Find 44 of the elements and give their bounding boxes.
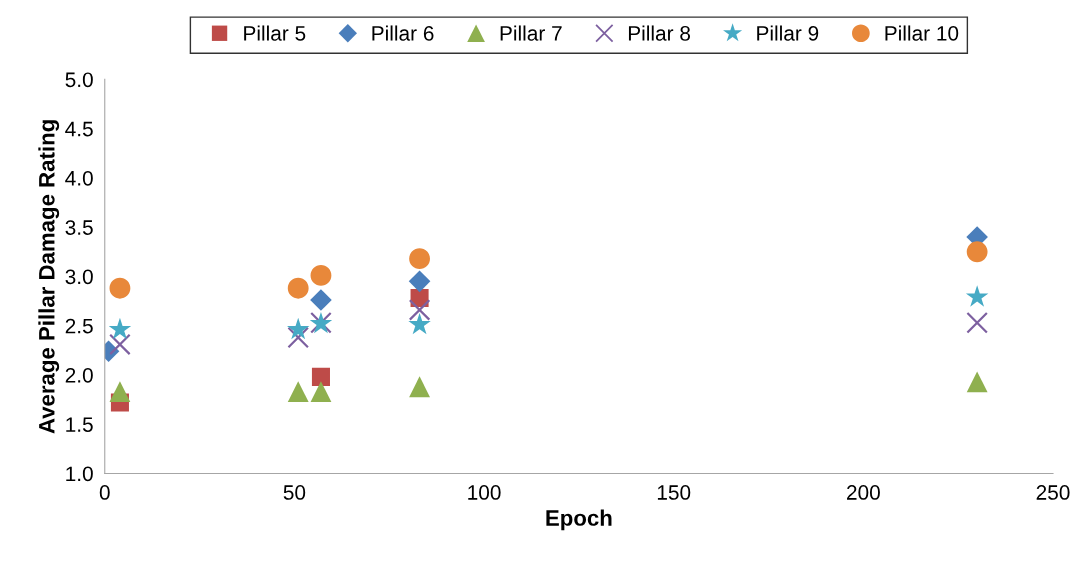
point	[109, 333, 131, 356]
y-tick-label: 4.0	[65, 170, 93, 186]
x-axis-title: Epoch	[546, 509, 612, 531]
point	[409, 376, 430, 398]
point	[966, 241, 988, 263]
point	[310, 265, 332, 286]
legend-label: Pillar 7	[500, 25, 562, 41]
x-tick-label: 150	[657, 485, 691, 500]
y-tick-label: 4.5	[65, 121, 93, 137]
point	[966, 311, 988, 334]
x-tick-label: 200	[847, 485, 880, 500]
x-tick-label: 100	[468, 485, 501, 500]
y-tick-label: 2.0	[65, 367, 93, 383]
point	[287, 381, 309, 403]
legend-label: Pillar 5	[244, 25, 306, 41]
point	[109, 381, 131, 403]
point	[310, 289, 332, 311]
legend-label: Pillar 8	[628, 25, 691, 41]
y-tick-label: 5.0	[65, 72, 93, 88]
y-axis-title: Average Pillar Damage Rating	[38, 120, 60, 434]
legend-label: Pillar 9	[757, 25, 819, 41]
point	[409, 248, 430, 270]
x-tick-label: 50	[283, 485, 306, 500]
point	[966, 371, 988, 393]
point	[311, 367, 330, 386]
y-tick-label: 1.5	[66, 417, 93, 432]
x-tick-label: 250	[1036, 485, 1070, 500]
y-tick-label: 3.5	[65, 220, 93, 235]
point	[310, 381, 332, 403]
point	[965, 285, 989, 307]
y-tick-label: 1.0	[66, 466, 93, 482]
legend-label: Pillar 6	[372, 25, 434, 41]
point	[108, 317, 132, 340]
point	[109, 277, 131, 299]
y-tick-label: 2.5	[65, 318, 93, 334]
point	[286, 317, 310, 340]
legend-label: Pillar 10	[885, 25, 959, 41]
point	[287, 277, 309, 299]
point	[408, 270, 431, 293]
y-tick-label: 3.0	[65, 269, 93, 285]
x-tick-label: 0	[99, 485, 110, 500]
point	[408, 312, 431, 335]
point	[287, 326, 310, 349]
point	[408, 299, 431, 321]
